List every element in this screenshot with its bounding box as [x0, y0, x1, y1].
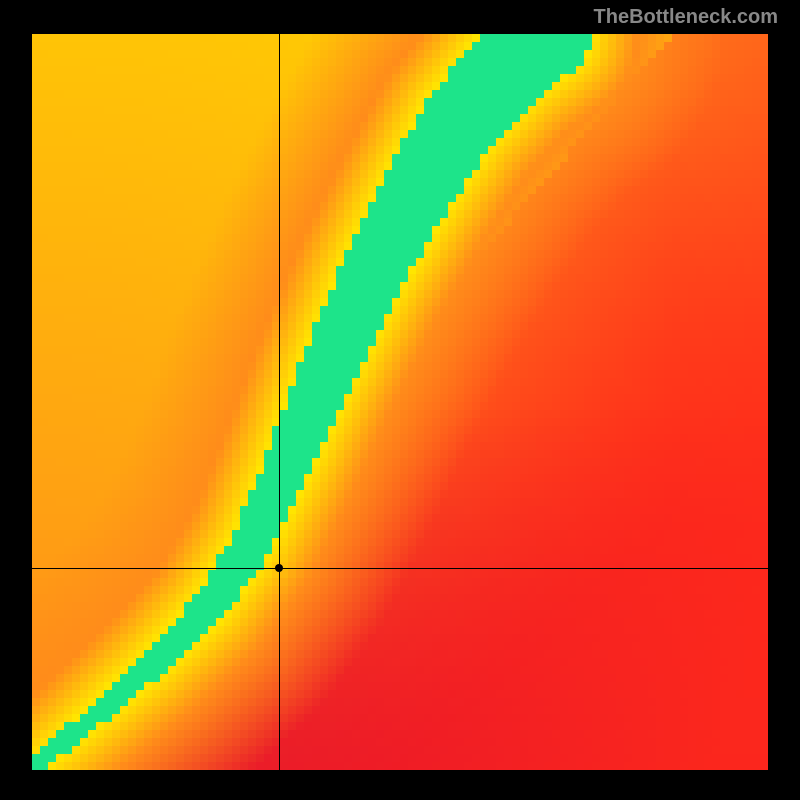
heatmap-plot [32, 34, 768, 770]
watermark-text: TheBottleneck.com [594, 6, 778, 29]
crosshair-vertical [279, 34, 280, 770]
crosshair-horizontal [32, 568, 768, 569]
heatmap-canvas [32, 34, 768, 770]
crosshair-point [275, 564, 283, 572]
